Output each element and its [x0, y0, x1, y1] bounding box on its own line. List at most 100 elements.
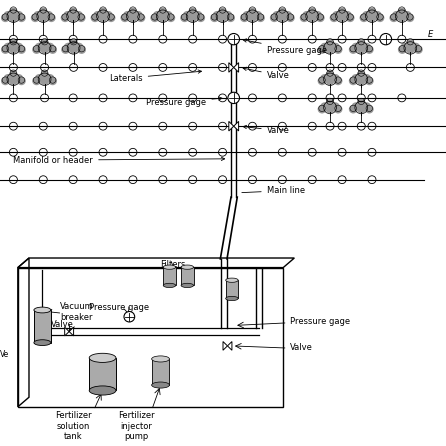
Circle shape	[166, 13, 175, 22]
Circle shape	[124, 311, 135, 322]
Circle shape	[213, 11, 222, 20]
Circle shape	[405, 13, 414, 22]
Circle shape	[286, 13, 295, 22]
Circle shape	[120, 13, 129, 22]
Circle shape	[153, 11, 162, 20]
Circle shape	[77, 13, 86, 22]
Circle shape	[376, 13, 384, 22]
Circle shape	[331, 74, 340, 83]
Circle shape	[69, 13, 78, 22]
Circle shape	[158, 13, 167, 22]
Circle shape	[164, 11, 173, 20]
Text: Valve: Valve	[243, 67, 289, 80]
Ellipse shape	[152, 356, 169, 362]
Circle shape	[1, 45, 10, 54]
Circle shape	[123, 11, 132, 20]
Polygon shape	[229, 121, 234, 131]
Text: Main line: Main line	[242, 186, 305, 195]
Circle shape	[320, 74, 329, 83]
Circle shape	[14, 74, 23, 83]
Circle shape	[9, 8, 18, 16]
Ellipse shape	[226, 278, 238, 282]
Ellipse shape	[163, 265, 176, 269]
Circle shape	[349, 77, 358, 85]
Circle shape	[389, 13, 398, 22]
Circle shape	[278, 13, 287, 22]
Circle shape	[45, 74, 54, 83]
Circle shape	[223, 11, 232, 20]
Circle shape	[9, 70, 18, 79]
Circle shape	[39, 8, 48, 16]
Circle shape	[35, 43, 44, 51]
Circle shape	[188, 8, 197, 16]
Circle shape	[9, 39, 18, 48]
Text: E: E	[428, 30, 434, 39]
Ellipse shape	[89, 353, 116, 363]
Circle shape	[9, 45, 18, 54]
Circle shape	[35, 74, 44, 83]
Circle shape	[349, 105, 358, 113]
Circle shape	[357, 45, 366, 54]
Circle shape	[357, 70, 366, 79]
Circle shape	[331, 102, 340, 111]
Circle shape	[362, 43, 371, 51]
Circle shape	[74, 43, 83, 51]
Text: Pressure gage: Pressure gage	[243, 39, 327, 54]
Circle shape	[318, 45, 326, 54]
Ellipse shape	[181, 265, 194, 269]
Bar	[226, 280, 238, 298]
Circle shape	[362, 74, 371, 83]
Circle shape	[1, 13, 10, 22]
Circle shape	[318, 105, 326, 113]
Circle shape	[308, 8, 317, 16]
Circle shape	[91, 13, 99, 22]
Polygon shape	[65, 327, 69, 336]
Circle shape	[44, 11, 53, 20]
Circle shape	[134, 11, 143, 20]
Circle shape	[346, 13, 355, 22]
Circle shape	[359, 13, 368, 22]
Text: Valve: Valve	[243, 125, 289, 135]
Circle shape	[39, 13, 48, 22]
Circle shape	[334, 45, 343, 54]
Circle shape	[302, 11, 311, 20]
Circle shape	[4, 74, 12, 83]
Polygon shape	[227, 342, 232, 350]
Circle shape	[392, 11, 401, 20]
Circle shape	[74, 11, 83, 20]
Circle shape	[278, 8, 287, 16]
Circle shape	[69, 39, 78, 48]
Circle shape	[397, 8, 406, 16]
Text: Fertilizer
solution
tank: Fertilizer solution tank	[55, 411, 92, 441]
Circle shape	[45, 43, 54, 51]
Circle shape	[128, 13, 137, 22]
Circle shape	[9, 77, 18, 85]
Circle shape	[210, 13, 219, 22]
Bar	[152, 359, 169, 385]
Circle shape	[248, 8, 257, 16]
Circle shape	[362, 102, 371, 111]
Circle shape	[218, 8, 227, 16]
Bar	[34, 310, 51, 343]
Circle shape	[326, 99, 334, 107]
Circle shape	[398, 45, 407, 54]
Circle shape	[40, 77, 49, 85]
Text: Vacuum
breaker: Vacuum breaker	[60, 302, 94, 322]
Circle shape	[316, 13, 325, 22]
Circle shape	[17, 45, 26, 54]
Circle shape	[61, 45, 70, 54]
Circle shape	[326, 105, 334, 113]
Circle shape	[48, 77, 57, 85]
Circle shape	[326, 77, 334, 85]
Ellipse shape	[89, 386, 116, 395]
Circle shape	[136, 13, 145, 22]
Circle shape	[40, 39, 49, 48]
Circle shape	[196, 13, 205, 22]
Circle shape	[318, 77, 326, 85]
Polygon shape	[69, 327, 74, 336]
Circle shape	[194, 11, 202, 20]
Circle shape	[331, 43, 340, 51]
Bar	[89, 358, 116, 391]
Circle shape	[349, 45, 358, 54]
Circle shape	[158, 8, 167, 16]
